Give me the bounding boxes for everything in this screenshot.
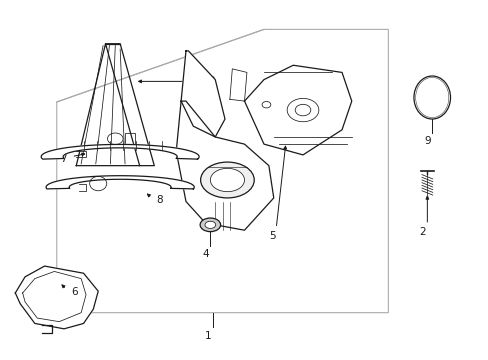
Text: 3: 3: [207, 76, 214, 86]
Text: 2: 2: [418, 227, 425, 237]
Polygon shape: [41, 144, 199, 159]
Text: 6: 6: [71, 287, 78, 297]
Polygon shape: [15, 266, 98, 329]
Text: 7: 7: [60, 154, 66, 164]
Text: 4: 4: [202, 248, 208, 258]
Text: 9: 9: [423, 136, 430, 145]
Ellipse shape: [210, 168, 244, 192]
Text: 5: 5: [269, 231, 276, 240]
Polygon shape: [46, 176, 194, 189]
Polygon shape: [176, 101, 273, 230]
Text: 8: 8: [157, 195, 163, 206]
Ellipse shape: [200, 218, 220, 231]
Polygon shape: [244, 65, 351, 155]
Ellipse shape: [204, 221, 215, 228]
Polygon shape: [181, 51, 224, 137]
Polygon shape: [57, 30, 387, 313]
Text: 1: 1: [204, 331, 211, 341]
Ellipse shape: [200, 162, 254, 198]
